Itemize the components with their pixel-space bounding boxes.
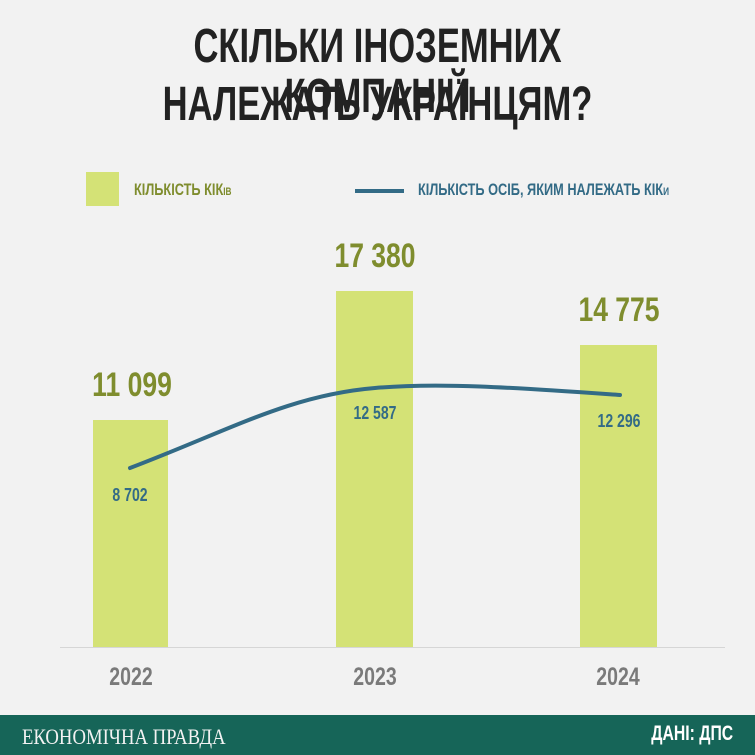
legend-line-swatch <box>355 189 404 193</box>
chart-title-line-1: СКІЛЬКИ ІНОЗЕМНИХ КОМПАНІЙ <box>193 20 562 123</box>
data-source: ДАНІ: ДПС <box>651 722 733 745</box>
x-tick-2023: 2023 <box>353 663 397 691</box>
line-value-2023: 12 587 <box>353 403 397 423</box>
x-axis-line <box>60 647 725 648</box>
bar-value-2024: 14 775 <box>578 291 660 329</box>
bar-value-2022: 11 099 <box>92 366 172 404</box>
legend-line-label: КІЛЬКІСТЬ ОСІБ, ЯКИМ НАЛЕЖАТЬ КІКИ <box>418 180 669 199</box>
bar-2023 <box>336 291 413 647</box>
chart-title-line-2: НАЛЕЖАТЬ УКРАЇНЦЯМ? <box>162 78 593 131</box>
brand-logo: ЕКОНОМІЧНА ПРАВДА <box>22 724 226 749</box>
line-value-2024: 12 296 <box>597 411 641 431</box>
legend-bar-swatch <box>86 172 119 206</box>
x-tick-2024: 2024 <box>596 663 640 691</box>
footer-bar <box>0 715 755 755</box>
x-tick-2022: 2022 <box>109 663 153 691</box>
bar-value-2023: 17 380 <box>334 237 416 275</box>
line-value-2022: 8 702 <box>112 485 148 505</box>
legend-bars-label: КІЛЬКІСТЬ КІКІВ <box>134 180 232 199</box>
